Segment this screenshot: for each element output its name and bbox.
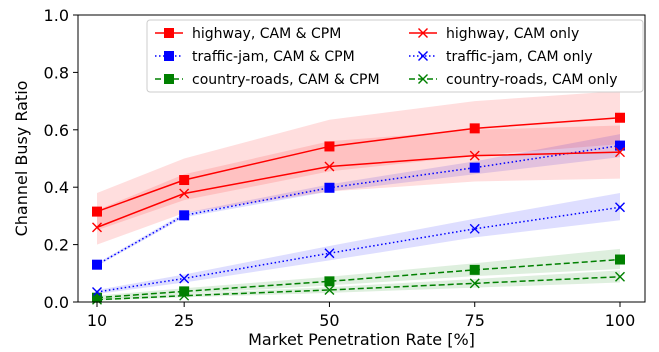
series-2-point bbox=[179, 286, 190, 297]
y-axis-title: Channel Busy Ratio bbox=[12, 81, 31, 237]
x-marker-stroke bbox=[469, 223, 480, 234]
series-3-point bbox=[469, 150, 480, 161]
series-0-point bbox=[179, 175, 190, 186]
series-1-point bbox=[92, 259, 102, 270]
x-tick-label: 25 bbox=[174, 311, 194, 330]
series-1-point bbox=[615, 140, 625, 151]
legend-swatch-marker bbox=[164, 74, 174, 84]
x-marker-stroke bbox=[469, 150, 480, 161]
series-0-point bbox=[324, 141, 335, 152]
legend-item: traffic-jam, CAM & CPM bbox=[155, 49, 355, 65]
y-axis: 0.0 0.2 0.4 0.6 0.8 1.0 bbox=[44, 6, 78, 312]
series-1-point bbox=[179, 210, 190, 221]
series-2-point bbox=[615, 254, 625, 265]
x-marker-stroke bbox=[92, 294, 102, 305]
series-2-point bbox=[92, 292, 102, 303]
legend-label: traffic-jam, CAM only bbox=[446, 49, 593, 65]
x-marker-stroke bbox=[469, 278, 480, 289]
series-2-line bbox=[96, 258, 621, 299]
x-axis: 10 25 50 75 100 bbox=[87, 302, 635, 330]
series-5-point bbox=[92, 294, 102, 305]
series-5-point bbox=[469, 278, 480, 289]
series-3-point bbox=[179, 188, 190, 199]
legend-label: traffic-jam, CAM & CPM bbox=[192, 49, 355, 65]
series-1-band bbox=[97, 134, 620, 267]
series-5-point bbox=[324, 284, 335, 295]
series-2-band bbox=[97, 248, 620, 300]
series-3-point bbox=[92, 222, 102, 233]
x-marker-stroke bbox=[92, 222, 102, 233]
x-tick-label: 10 bbox=[87, 311, 107, 330]
legend-label: highway, CAM only bbox=[446, 26, 579, 42]
series-4-point bbox=[92, 286, 102, 297]
legend-item: traffic-jam, CAM only bbox=[409, 49, 593, 65]
series-4-point bbox=[469, 223, 480, 234]
series-4-band bbox=[97, 192, 620, 294]
y-tick-label: 0.4 bbox=[44, 178, 69, 197]
series-0-point bbox=[615, 112, 625, 123]
legend-label: highway, CAM & CPM bbox=[192, 26, 341, 42]
bands-layer bbox=[97, 91, 620, 301]
series-0-point bbox=[92, 206, 102, 217]
x-marker-stroke bbox=[92, 286, 102, 297]
y-tick-label: 0.6 bbox=[44, 121, 69, 140]
series-1-point bbox=[469, 162, 480, 173]
legend-label: country-roads, CAM & CPM bbox=[192, 72, 380, 88]
legend-swatch-marker bbox=[418, 28, 428, 38]
series-5-band bbox=[97, 270, 620, 301]
series-0-band bbox=[97, 91, 620, 231]
legend-item: country-roads, CAM & CPM bbox=[155, 72, 380, 88]
y-tick-label: 0.8 bbox=[44, 63, 69, 82]
x-marker-stroke bbox=[615, 202, 625, 213]
series-4-point bbox=[179, 273, 190, 284]
x-marker-stroke bbox=[615, 271, 625, 282]
x-marker-stroke bbox=[179, 273, 190, 284]
y-tick-label: 1.0 bbox=[44, 6, 69, 25]
series-3-point bbox=[615, 147, 625, 158]
x-marker-stroke bbox=[615, 147, 625, 158]
series-4-point bbox=[324, 248, 335, 259]
legend-swatch-marker bbox=[164, 28, 174, 38]
x-axis-title: Market Penetration Rate [%] bbox=[248, 330, 475, 349]
series-5-point bbox=[179, 290, 190, 301]
series-5-line bbox=[96, 275, 621, 301]
legend-swatch-marker bbox=[418, 74, 428, 84]
x-tick-label: 50 bbox=[319, 311, 339, 330]
x-marker-stroke bbox=[324, 284, 335, 295]
x-marker-stroke bbox=[324, 161, 335, 172]
x-marker-stroke bbox=[324, 248, 335, 259]
x-tick-label: 100 bbox=[605, 311, 636, 330]
legend-item: highway, CAM only bbox=[409, 26, 579, 42]
plot-frame bbox=[77, 14, 646, 303]
series-0-point bbox=[469, 123, 480, 134]
series-2-point bbox=[469, 264, 480, 275]
series-5-point bbox=[615, 271, 625, 282]
series-2-point bbox=[324, 276, 335, 287]
x-tick-label: 75 bbox=[465, 311, 485, 330]
markers-layer bbox=[92, 112, 625, 305]
y-tick-label: 0.2 bbox=[44, 236, 69, 255]
legend: highway, CAM & CPM traffic-jam, CAM & CPM… bbox=[146, 19, 644, 93]
legend-item: highway, CAM & CPM bbox=[155, 26, 341, 42]
x-marker-stroke bbox=[179, 290, 190, 301]
series-1-point bbox=[324, 182, 335, 193]
legend-label: country-roads, CAM only bbox=[446, 72, 618, 88]
legend-box bbox=[146, 19, 644, 93]
series-4-point bbox=[615, 202, 625, 213]
y-tick-label: 0.0 bbox=[44, 293, 69, 312]
legend-swatch-marker bbox=[164, 51, 174, 61]
series-3-point bbox=[324, 161, 335, 172]
x-marker-stroke bbox=[179, 188, 190, 199]
legend-item: country-roads, CAM only bbox=[409, 72, 618, 88]
legend-swatch-marker bbox=[418, 51, 428, 61]
